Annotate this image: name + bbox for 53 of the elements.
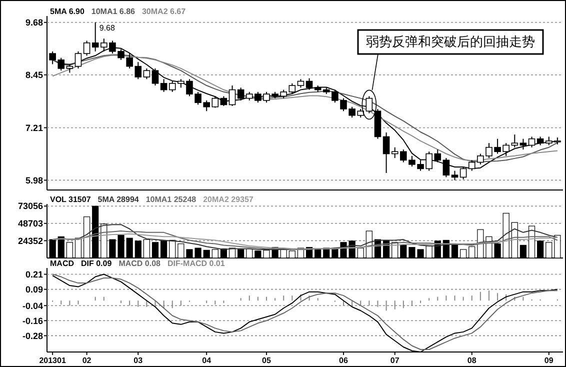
y-tick-label: 24352 <box>18 236 43 246</box>
x-tick-label: 02 <box>82 356 92 365</box>
y-tick-label: 48703 <box>18 218 43 229</box>
candlestick <box>212 96 219 108</box>
chart-title: MACD <box>50 259 74 268</box>
candlestick <box>520 138 527 150</box>
text: 30MA2 6.67 <box>142 7 186 16</box>
candlestick <box>92 22 99 52</box>
x-tick-label: 03 <box>134 356 144 365</box>
candlestick <box>306 78 313 90</box>
annotation: 弱势反弹和突破后的回抽走势 <box>366 35 535 50</box>
text: 10MA1 25248 <box>146 195 197 204</box>
candlestick <box>152 68 159 86</box>
y-tick-label: 0.09 <box>25 284 43 294</box>
candlestick <box>160 78 168 92</box>
candlestick <box>528 136 536 148</box>
candlestick <box>366 96 373 114</box>
series-label: VOL 31507 <box>50 195 92 204</box>
annotation: 9.68 <box>99 23 116 32</box>
y-tick-label: 5.98 <box>25 175 43 186</box>
candlestick <box>391 146 398 159</box>
text: 5MA 28994 <box>98 195 140 204</box>
y-tick-label: -0.04 <box>22 300 43 311</box>
y-tick-label: 7.21 <box>25 122 43 133</box>
candlestick <box>83 40 90 56</box>
candlestick <box>382 132 390 174</box>
candlestick <box>451 170 458 181</box>
y-tick-label: 8.45 <box>25 70 43 80</box>
candlestick <box>237 87 244 101</box>
text: DIF-MACD 0.01 <box>167 259 226 268</box>
candlestick <box>220 96 228 106</box>
x-tick-label: 08 <box>467 356 477 365</box>
candlestick <box>228 85 236 106</box>
y-tick-label: 73056 <box>18 201 43 212</box>
candlestick <box>288 82 296 95</box>
y-tick-label: -0.16 <box>22 316 43 326</box>
x-tick-label: 07 <box>390 356 400 365</box>
candlestick <box>511 134 518 148</box>
text: 10MA1 6.86 <box>91 7 136 16</box>
series-label: MACD 0.08 <box>118 259 162 268</box>
x-tick-label: 05 <box>262 356 272 365</box>
x-tick-label: 201301 <box>39 356 66 365</box>
x-tick-label: 06 <box>339 356 349 365</box>
y-tick-label: 9.68 <box>25 18 43 28</box>
text: 20MA2 29357 <box>203 195 254 204</box>
series-label: DIF 0.09 <box>81 259 112 268</box>
x-tick-label: 04 <box>202 356 212 365</box>
candlestick <box>143 68 150 80</box>
x-tick-label: 09 <box>544 356 554 365</box>
y-tick-label: 0.21 <box>25 269 43 280</box>
candlestick <box>74 50 82 69</box>
text: 5MA 6.90 <box>50 7 85 16</box>
y-tick-label: -0.28 <box>22 330 43 341</box>
